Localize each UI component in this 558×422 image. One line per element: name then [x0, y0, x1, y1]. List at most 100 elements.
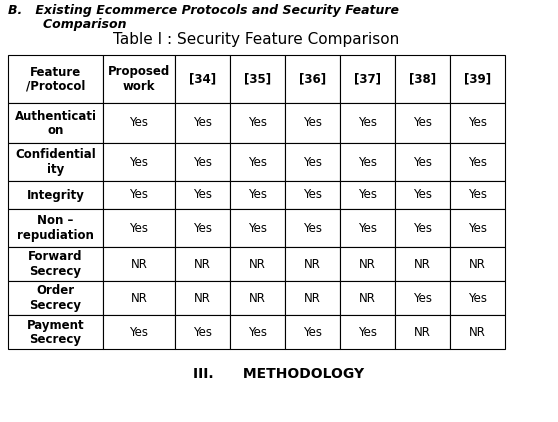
Text: Yes: Yes: [413, 222, 432, 235]
Text: Yes: Yes: [248, 155, 267, 168]
Text: Payment
Secrecy: Payment Secrecy: [27, 319, 84, 346]
Text: NR: NR: [304, 292, 321, 305]
Text: NR: NR: [249, 257, 266, 271]
Text: Yes: Yes: [193, 155, 212, 168]
Bar: [175, 209, 230, 247]
Text: Order
Secrecy: Order Secrecy: [30, 284, 81, 311]
Bar: [450, 281, 505, 315]
Bar: [340, 181, 395, 209]
Bar: [230, 209, 285, 247]
Text: Yes: Yes: [129, 325, 148, 338]
Bar: [103, 281, 175, 315]
Text: Table I : Security Feature Comparison: Table I : Security Feature Comparison: [113, 32, 400, 47]
Text: Yes: Yes: [129, 116, 148, 130]
Bar: [395, 181, 450, 209]
Bar: [285, 103, 340, 143]
Text: Non –
repudiation: Non – repudiation: [17, 214, 94, 241]
Text: [34]: [34]: [189, 73, 216, 86]
Bar: [340, 103, 395, 143]
Bar: [175, 103, 230, 143]
Bar: [285, 55, 340, 103]
Text: [37]: [37]: [354, 73, 381, 86]
Bar: [340, 55, 395, 103]
Text: Yes: Yes: [303, 189, 322, 201]
Bar: [285, 315, 340, 349]
Text: NR: NR: [194, 257, 211, 271]
Text: Yes: Yes: [303, 155, 322, 168]
Text: Yes: Yes: [358, 116, 377, 130]
Text: Yes: Yes: [303, 116, 322, 130]
Bar: [285, 281, 340, 315]
Text: Yes: Yes: [303, 222, 322, 235]
Bar: [175, 143, 230, 181]
Bar: [450, 143, 505, 181]
Text: Yes: Yes: [358, 325, 377, 338]
Bar: [230, 281, 285, 315]
Text: Yes: Yes: [248, 325, 267, 338]
Bar: [395, 143, 450, 181]
Text: Yes: Yes: [193, 189, 212, 201]
Bar: [8, 181, 103, 209]
Text: Yes: Yes: [468, 189, 487, 201]
Text: Yes: Yes: [413, 155, 432, 168]
Text: NR: NR: [359, 257, 376, 271]
Text: Feature
/Protocol: Feature /Protocol: [26, 65, 85, 92]
Text: NR: NR: [414, 257, 431, 271]
Bar: [450, 181, 505, 209]
Bar: [8, 315, 103, 349]
Bar: [395, 55, 450, 103]
Text: III.      METHODOLOGY: III. METHODOLOGY: [194, 367, 364, 381]
Bar: [8, 103, 103, 143]
Text: Authenticati
on: Authenticati on: [15, 109, 97, 136]
Text: Comparison: Comparison: [8, 18, 127, 31]
Text: Yes: Yes: [413, 116, 432, 130]
Bar: [103, 181, 175, 209]
Bar: [340, 281, 395, 315]
Text: NR: NR: [469, 325, 486, 338]
Bar: [175, 281, 230, 315]
Bar: [230, 247, 285, 281]
Bar: [395, 103, 450, 143]
Text: Yes: Yes: [193, 222, 212, 235]
Bar: [175, 315, 230, 349]
Bar: [395, 281, 450, 315]
Text: B.   Existing Ecommerce Protocols and Security Feature: B. Existing Ecommerce Protocols and Secu…: [8, 4, 399, 17]
Bar: [103, 103, 175, 143]
Bar: [285, 209, 340, 247]
Bar: [8, 143, 103, 181]
Text: Yes: Yes: [468, 116, 487, 130]
Text: Yes: Yes: [413, 189, 432, 201]
Bar: [395, 209, 450, 247]
Text: NR: NR: [414, 325, 431, 338]
Bar: [8, 209, 103, 247]
Text: Yes: Yes: [129, 222, 148, 235]
Text: NR: NR: [359, 292, 376, 305]
Text: NR: NR: [194, 292, 211, 305]
Bar: [395, 247, 450, 281]
Text: [38]: [38]: [409, 73, 436, 86]
Bar: [175, 55, 230, 103]
Text: Confidential
ity: Confidential ity: [15, 149, 96, 176]
Text: [35]: [35]: [244, 73, 271, 86]
Text: Yes: Yes: [248, 222, 267, 235]
Bar: [103, 209, 175, 247]
Bar: [285, 143, 340, 181]
Bar: [103, 315, 175, 349]
Bar: [175, 247, 230, 281]
Bar: [175, 181, 230, 209]
Text: NR: NR: [304, 257, 321, 271]
Bar: [285, 247, 340, 281]
Bar: [8, 247, 103, 281]
Text: NR: NR: [131, 292, 147, 305]
Bar: [230, 103, 285, 143]
Text: Yes: Yes: [193, 116, 212, 130]
Bar: [230, 55, 285, 103]
Bar: [450, 55, 505, 103]
Bar: [450, 209, 505, 247]
Bar: [103, 55, 175, 103]
Text: Yes: Yes: [358, 155, 377, 168]
Text: NR: NR: [131, 257, 147, 271]
Bar: [450, 315, 505, 349]
Text: Yes: Yes: [468, 292, 487, 305]
Bar: [340, 143, 395, 181]
